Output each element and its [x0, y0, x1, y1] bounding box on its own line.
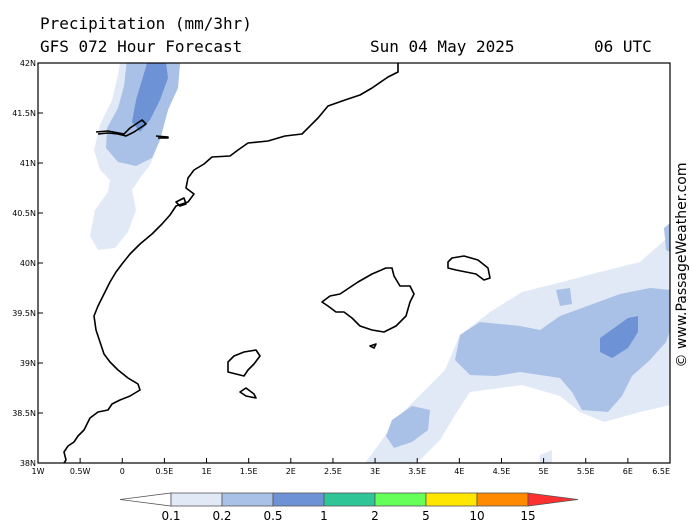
rain-area-east-edge-moderate: [664, 223, 670, 252]
legend-low-arrow: [119, 492, 172, 507]
lat-tick-label: 38.5N: [12, 409, 36, 418]
lon-tick-label: 6.5E: [652, 467, 670, 476]
legend-label: 15: [520, 509, 535, 523]
lat-tick-label: 41N: [20, 159, 36, 168]
lat-tick-label: 41.5N: [12, 109, 36, 118]
legend-label: 1: [320, 509, 328, 523]
forecast-date: Sun 04 May 2025: [370, 37, 515, 56]
legend-swatch: [170, 492, 223, 507]
lon-tick-label: 0.5W: [70, 467, 91, 476]
coastline-layer: [63, 63, 491, 463]
legend-label: 0.2: [212, 509, 231, 523]
rain-area-south-moderate: [386, 406, 430, 448]
legend-high-arrow: [527, 492, 579, 507]
coastline-ebro-delta: [175, 197, 187, 207]
map-title: Precipitation (mm/3hr): [40, 14, 252, 33]
lat-tick-label: 40.5N: [12, 209, 36, 218]
axis-ticks: 1W 0.5W 0 0.5E 1E 1.5E 2E 2.5E 3E 3.5E 4E 4.5E 5E 5.5…: [12, 59, 671, 476]
coastline-iberia: [63, 63, 399, 463]
lon-tick-label: 0: [120, 467, 125, 476]
rain-area-southeast-heavy: [600, 316, 638, 358]
lon-tick-label: 1W: [32, 467, 45, 476]
legend-swatch: [425, 492, 478, 507]
lon-tick-label: 4.5E: [493, 467, 511, 476]
lon-tick-label: 4E: [454, 467, 464, 476]
lon-tick-label: 0.5E: [156, 467, 174, 476]
color-legend: 0.1 0.2 0.5 1 2 5 10 15: [119, 492, 579, 523]
coastline-ibiza: [227, 349, 261, 377]
lon-tick-label: 6E: [623, 467, 633, 476]
legend-label: 0.5: [263, 509, 282, 523]
lon-tick-label: 2.5E: [324, 467, 342, 476]
lat-tick-label: 39.5N: [12, 309, 36, 318]
legend-swatch: [221, 492, 274, 507]
rain-area-east-small-moderate: [556, 288, 572, 306]
legend-swatch: [272, 492, 325, 507]
precipitation-layer: [90, 63, 670, 463]
lat-tick-label: 39N: [20, 359, 36, 368]
forecast-subtitle: GFS 072 Hour Forecast: [40, 37, 243, 56]
lon-tick-label: 3E: [370, 467, 380, 476]
legend-label: 2: [371, 509, 379, 523]
lon-tick-label: 3.5E: [408, 467, 426, 476]
terrain-ridge-north-east: [155, 135, 169, 139]
lon-tick-label: 2E: [286, 467, 296, 476]
terrain-ridge-north: [95, 119, 147, 137]
forecast-time: 06 UTC: [594, 37, 652, 56]
lon-tick-label: 5E: [539, 467, 549, 476]
coastline-menorca: [447, 255, 491, 281]
lon-tick-label: 1.5E: [240, 467, 258, 476]
lat-tick-label: 40N: [20, 259, 36, 268]
lon-tick-label: 5.5E: [577, 467, 595, 476]
coastline-cabrera: [369, 343, 377, 349]
rain-area-south-small-light: [538, 450, 552, 463]
legend-swatch: [374, 492, 427, 507]
lat-tick-label: 38N: [20, 459, 36, 468]
rain-area-southeast-moderate: [455, 288, 670, 412]
lon-tick-label: 1E: [201, 467, 211, 476]
coastline-mallorca: [321, 267, 415, 333]
legend-label: 0.1: [161, 509, 180, 523]
lat-tick-label: 42N: [20, 59, 36, 68]
legend-swatch: [476, 492, 529, 507]
legend-label: 10: [469, 509, 484, 523]
legend-swatch: [323, 492, 376, 507]
coastline-formentera: [239, 387, 257, 399]
legend-label: 5: [422, 509, 430, 523]
rain-area-northwest-heavy: [132, 63, 168, 132]
